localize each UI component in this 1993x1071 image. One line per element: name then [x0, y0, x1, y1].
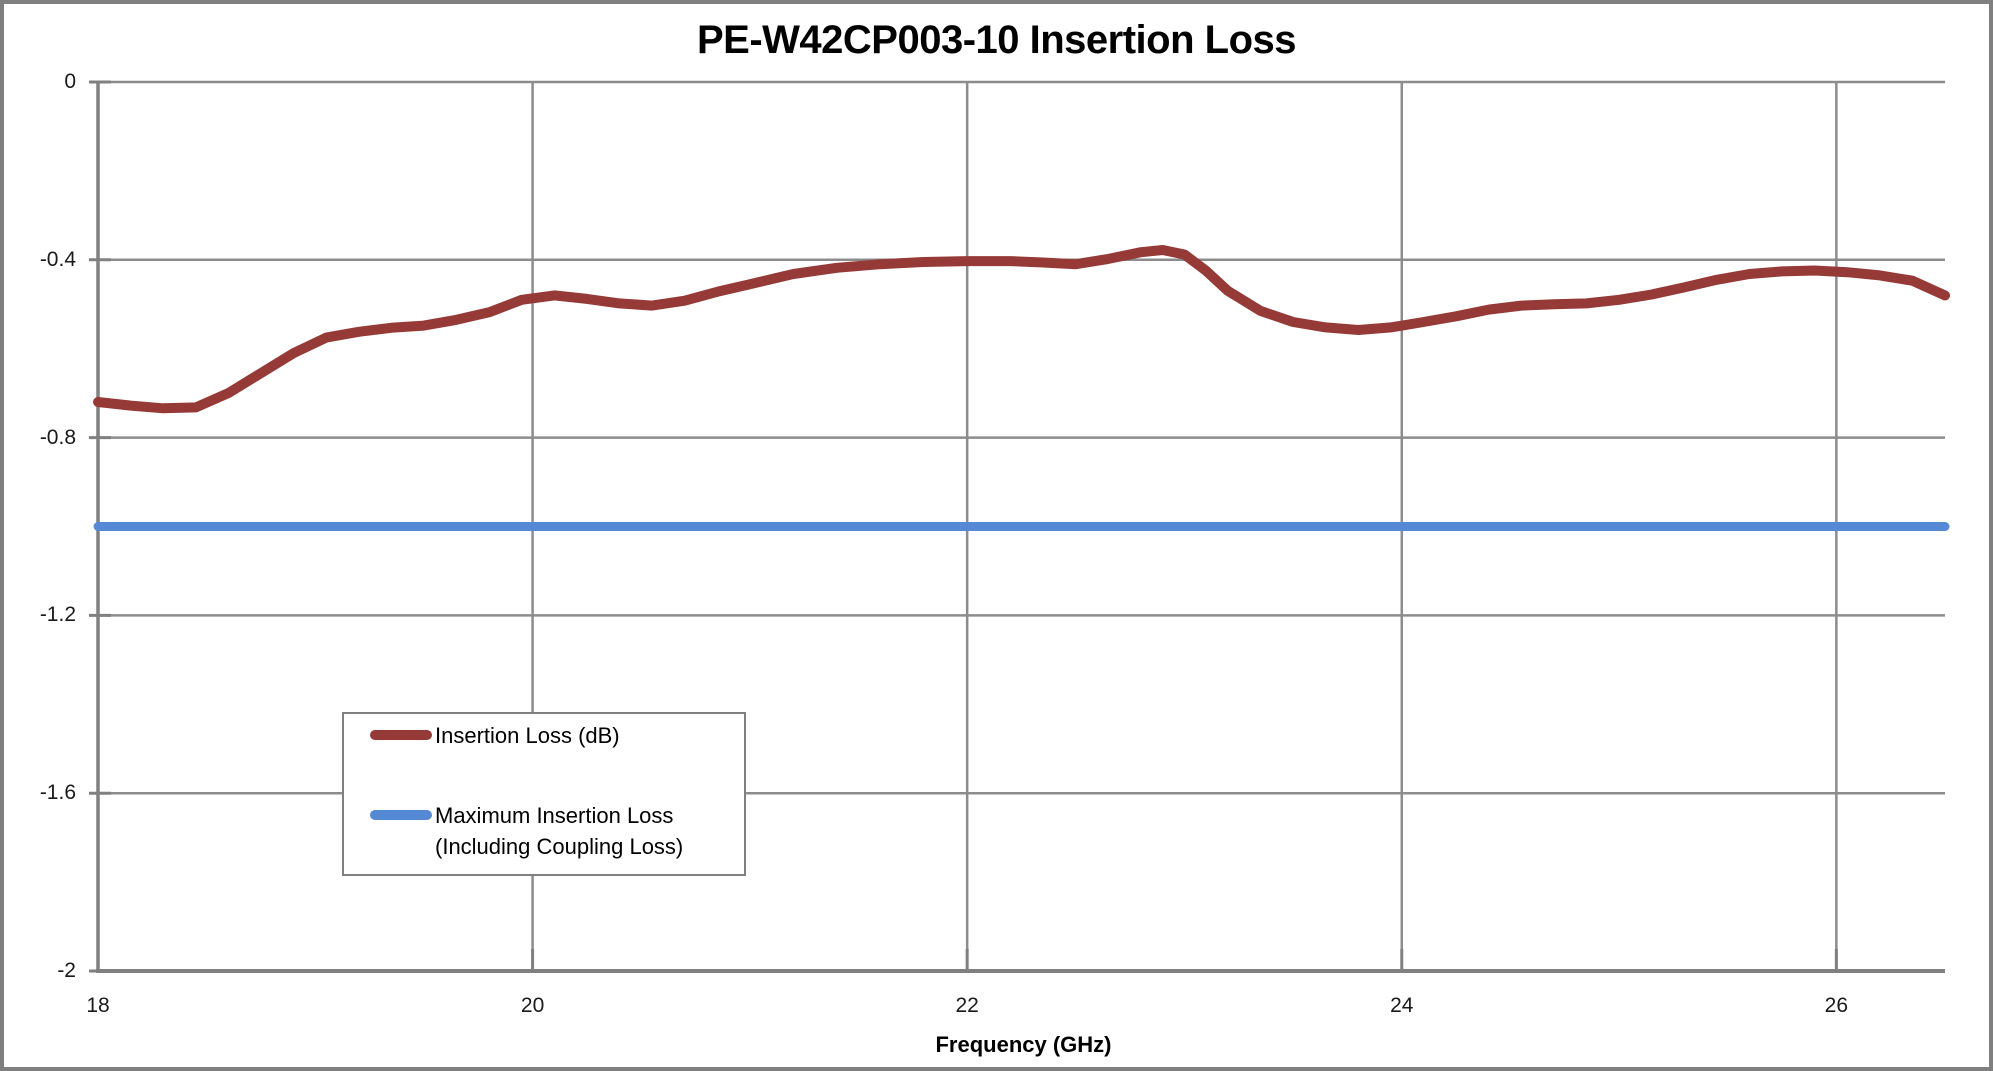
- y-tick-label: -1.6: [39, 781, 76, 805]
- legend-label-insertion-loss: Insertion Loss (dB): [435, 723, 620, 748]
- chart-title: PE-W42CP003-10 Insertion Loss: [696, 18, 1297, 62]
- legend-box: Insertion Loss (dB) Maximum Insertion Lo…: [342, 712, 746, 876]
- y-tick-label: -1.2: [39, 603, 76, 627]
- x-tick-label: 22: [955, 994, 979, 1017]
- legend-label-line1: Maximum Insertion Loss: [435, 803, 674, 828]
- y-tick-label: 0: [64, 70, 76, 93]
- legend-entry-max-insertion-loss: Maximum Insertion Loss (Including Coupli…: [344, 800, 683, 862]
- legend-entry-insertion-loss: Insertion Loss (dB): [344, 720, 620, 751]
- x-axis-title: Frequency (GHz): [935, 1032, 1112, 1057]
- x-tick-label: 20: [520, 994, 545, 1017]
- legend-label-max-insertion-loss: Maximum Insertion Loss (Including Coupli…: [435, 800, 683, 862]
- insertion-loss-line-swatch: [370, 730, 432, 740]
- y-tick-label: -0.8: [39, 425, 76, 449]
- x-tick-label: 18: [86, 994, 110, 1017]
- x-tick-label: 24: [1390, 994, 1414, 1017]
- plot-area-svg: [89, 80, 1950, 973]
- insertion-loss-series-line: [93, 245, 1950, 414]
- legend-label-line2: (Including Coupling Loss): [435, 834, 684, 859]
- max-insertion-loss-line-swatch: [370, 810, 432, 820]
- y-tick-label: -2: [57, 959, 76, 982]
- y-tick-label: -0.4: [39, 247, 76, 271]
- x-tick-label: 26: [1824, 994, 1849, 1017]
